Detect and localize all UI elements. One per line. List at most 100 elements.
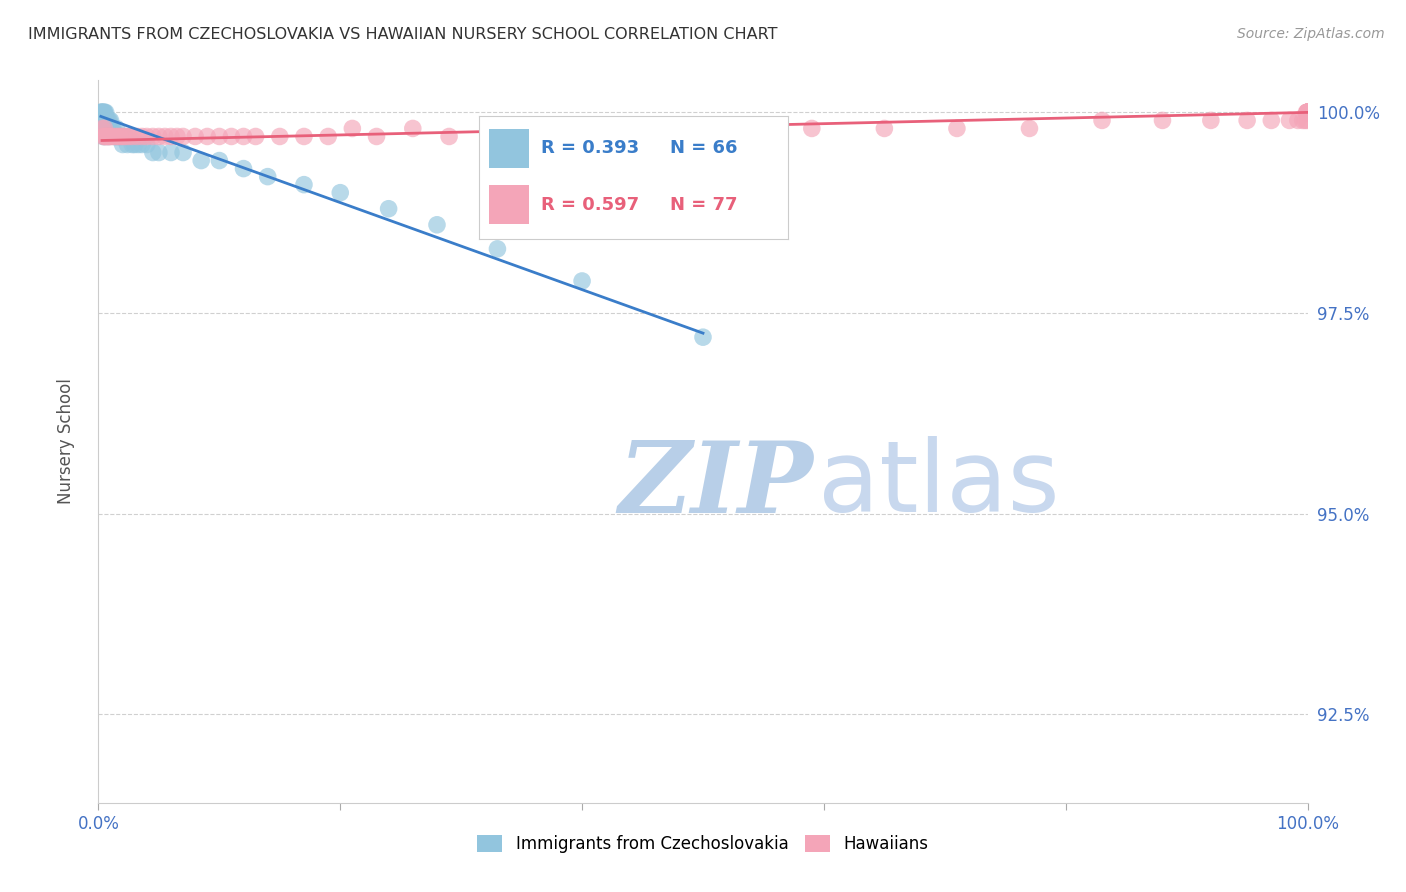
Point — [571, 274, 593, 288]
Point — [105, 121, 128, 136]
Point — [103, 129, 125, 144]
Point — [100, 113, 122, 128]
Point — [366, 129, 388, 144]
Point — [93, 113, 115, 128]
Point — [166, 129, 188, 144]
Point — [1152, 113, 1174, 128]
Point — [93, 113, 115, 128]
Point — [100, 129, 122, 144]
Point — [153, 129, 176, 144]
Point — [1296, 105, 1319, 120]
Point — [208, 153, 231, 168]
Point — [131, 129, 153, 144]
Point — [96, 129, 118, 144]
Legend: Immigrants from Czechoslovakia, Hawaiians: Immigrants from Czechoslovakia, Hawaiian… — [471, 828, 935, 860]
Point — [118, 129, 141, 144]
Point — [426, 218, 449, 232]
Text: ZIP: ZIP — [619, 437, 813, 533]
Point — [1296, 105, 1319, 120]
Point — [101, 129, 124, 144]
Point — [107, 129, 129, 144]
Point — [118, 129, 141, 144]
Point — [486, 121, 509, 136]
Point — [1018, 121, 1040, 136]
Point — [91, 121, 114, 136]
Point — [208, 129, 231, 144]
Point — [1296, 105, 1319, 120]
Point — [1296, 105, 1319, 120]
Point — [121, 137, 143, 152]
Point — [93, 129, 115, 144]
Point — [100, 121, 122, 136]
Point — [232, 129, 254, 144]
Point — [1296, 105, 1319, 120]
Point — [1296, 105, 1319, 120]
Point — [96, 129, 118, 144]
Point — [1296, 105, 1319, 120]
Text: Source: ZipAtlas.com: Source: ZipAtlas.com — [1237, 27, 1385, 41]
Point — [108, 129, 131, 144]
Point — [1296, 105, 1319, 120]
Point — [595, 121, 617, 136]
Point — [195, 129, 218, 144]
Point — [329, 186, 352, 200]
Point — [117, 137, 139, 152]
Point — [728, 121, 751, 136]
Point — [124, 137, 146, 152]
Point — [1296, 105, 1319, 120]
Point — [1296, 105, 1319, 120]
Point — [160, 145, 183, 160]
Point — [90, 105, 112, 120]
Point — [190, 153, 212, 168]
Point — [160, 129, 183, 144]
Point — [90, 105, 112, 120]
Point — [100, 121, 122, 136]
Point — [98, 113, 121, 128]
Point — [1296, 105, 1319, 120]
Point — [93, 121, 115, 136]
Point — [1296, 113, 1319, 128]
Point — [114, 129, 136, 144]
Point — [91, 121, 114, 136]
Point — [1091, 113, 1114, 128]
Y-axis label: Nursery School: Nursery School — [56, 378, 75, 505]
Point — [377, 202, 399, 216]
Point — [292, 178, 315, 192]
Point — [1292, 113, 1315, 128]
Point — [135, 129, 157, 144]
Point — [111, 137, 134, 152]
Point — [97, 129, 120, 144]
Point — [96, 121, 118, 136]
Point — [91, 129, 114, 144]
Point — [104, 129, 127, 144]
Point — [142, 129, 165, 144]
Point — [486, 242, 509, 256]
Point — [94, 113, 117, 128]
Point — [91, 105, 114, 120]
Point — [1296, 105, 1319, 120]
Point — [1260, 113, 1282, 128]
Point — [221, 129, 243, 144]
Point — [316, 129, 339, 144]
Point — [1286, 113, 1309, 128]
Point — [104, 129, 127, 144]
Point — [91, 113, 114, 128]
Point — [127, 137, 149, 152]
Point — [91, 105, 114, 120]
Point — [98, 129, 121, 144]
Point — [107, 129, 129, 144]
Point — [108, 129, 131, 144]
Point — [1295, 105, 1317, 120]
Point — [98, 129, 121, 144]
Point — [1236, 113, 1258, 128]
Text: IMMIGRANTS FROM CZECHOSLOVAKIA VS HAWAIIAN NURSERY SCHOOL CORRELATION CHART: IMMIGRANTS FROM CZECHOSLOVAKIA VS HAWAII… — [28, 27, 778, 42]
Point — [269, 129, 291, 144]
Point — [946, 121, 969, 136]
Point — [110, 129, 132, 144]
Point — [402, 121, 425, 136]
Point — [127, 129, 149, 144]
Point — [94, 121, 117, 136]
Point — [121, 129, 143, 144]
Point — [91, 105, 114, 120]
Point — [873, 121, 896, 136]
